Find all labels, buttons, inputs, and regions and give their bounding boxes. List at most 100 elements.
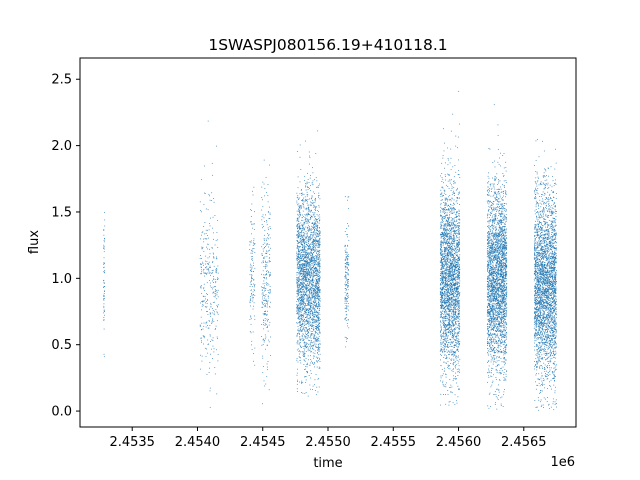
data-point <box>299 359 301 361</box>
data-point <box>254 211 255 213</box>
data-point <box>441 282 443 283</box>
data-point <box>316 235 318 237</box>
data-point <box>203 325 205 327</box>
data-point <box>214 373 216 375</box>
data-point <box>313 334 315 336</box>
data-point <box>312 292 314 294</box>
data-point <box>442 385 444 387</box>
data-point <box>445 305 447 307</box>
data-point <box>299 300 301 301</box>
data-point <box>265 278 267 280</box>
data-point <box>455 311 456 312</box>
data-point <box>317 226 319 228</box>
data-point <box>300 283 302 285</box>
data-point <box>206 311 207 313</box>
data-point <box>265 304 267 306</box>
data-point <box>316 329 317 330</box>
data-point <box>297 260 298 262</box>
data-point <box>313 307 315 309</box>
data-point <box>316 230 318 232</box>
data-point <box>205 323 207 325</box>
data-point <box>301 195 303 197</box>
data-point <box>347 296 349 297</box>
data-point <box>306 279 307 281</box>
data-point <box>302 251 304 253</box>
data-point <box>313 264 315 266</box>
data-point <box>310 275 311 277</box>
data-point <box>318 328 320 330</box>
data-point <box>440 325 442 327</box>
data-point <box>299 333 300 335</box>
data-point <box>201 247 203 249</box>
data-point <box>448 174 450 176</box>
data-point <box>305 344 307 345</box>
data-point <box>298 266 300 268</box>
data-point <box>445 247 447 248</box>
data-point <box>314 246 316 248</box>
data-point <box>308 247 310 249</box>
data-point <box>319 361 321 362</box>
data-point <box>296 237 298 239</box>
data-point <box>455 336 457 338</box>
data-point <box>450 277 452 279</box>
data-point <box>302 275 304 277</box>
data-point <box>298 303 300 305</box>
data-point <box>446 271 447 273</box>
data-point <box>264 266 266 268</box>
data-point <box>250 270 252 272</box>
data-point <box>262 181 264 183</box>
data-point <box>452 379 454 381</box>
data-point <box>448 251 450 252</box>
data-point <box>444 265 446 267</box>
data-point <box>314 246 315 248</box>
data-point <box>205 229 207 231</box>
data-point <box>299 321 300 322</box>
data-point <box>443 268 444 269</box>
data-point <box>314 301 316 303</box>
data-point <box>207 272 209 274</box>
data-point <box>304 306 306 308</box>
data-point <box>313 256 315 258</box>
data-point <box>296 313 298 315</box>
data-point <box>299 267 301 269</box>
data-point <box>454 221 456 223</box>
data-point <box>450 237 452 239</box>
data-point <box>458 243 460 245</box>
data-point <box>454 316 456 318</box>
data-point <box>449 323 450 324</box>
data-point <box>266 253 268 255</box>
data-point <box>264 285 265 287</box>
data-point <box>452 238 454 240</box>
data-point <box>296 308 298 310</box>
data-point <box>445 268 447 270</box>
data-point <box>317 317 319 319</box>
data-point <box>253 315 255 317</box>
data-point <box>453 234 455 236</box>
data-point <box>305 303 306 305</box>
data-point <box>450 280 452 281</box>
data-point <box>212 318 214 320</box>
data-point <box>314 249 316 251</box>
data-point <box>203 300 205 301</box>
data-point <box>346 256 348 258</box>
data-point <box>305 312 307 313</box>
data-point <box>303 246 305 248</box>
data-point <box>307 271 309 273</box>
data-point <box>319 304 321 306</box>
data-point <box>297 220 299 222</box>
data-point <box>310 306 311 308</box>
data-point <box>308 204 310 206</box>
data-point <box>304 233 306 234</box>
data-point <box>263 225 265 227</box>
data-point <box>303 364 305 365</box>
data-point <box>304 303 306 304</box>
data-point <box>306 305 308 306</box>
data-point <box>442 187 444 189</box>
data-point <box>308 359 309 361</box>
data-point <box>449 331 451 333</box>
data-point <box>453 219 455 221</box>
data-point <box>304 375 306 377</box>
data-point <box>303 342 305 344</box>
data-point <box>455 336 457 338</box>
data-point <box>319 340 321 342</box>
